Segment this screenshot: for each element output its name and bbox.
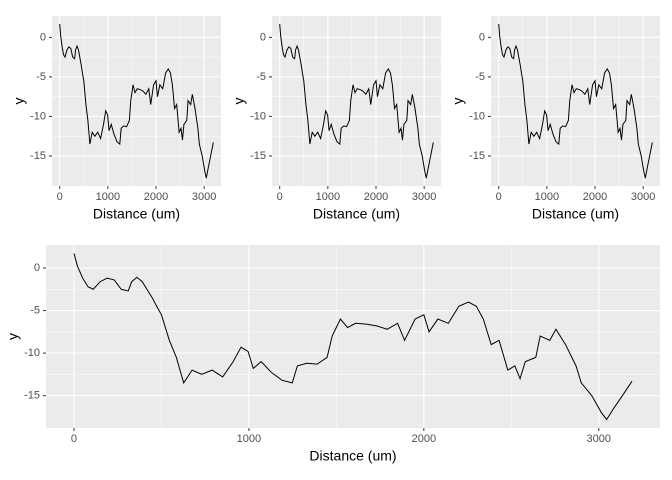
panel: 0 1000 2000 3000 0 -5 -10 -15 Distance (um) y — [5, 245, 660, 464]
x-tick-label: 1000 — [237, 433, 261, 445]
x-tick-label: 3000 — [412, 191, 436, 203]
x-tick-label: 2000 — [364, 191, 388, 203]
y-tick-label: -10 — [30, 110, 46, 122]
y-tick-label: -10 — [250, 110, 266, 122]
x-tick-label: 2000 — [583, 191, 607, 203]
x-axis-title: Distance (um) — [313, 206, 400, 222]
y-tick-label: 0 — [260, 31, 266, 43]
data-line — [73, 253, 633, 421]
data-line — [498, 23, 653, 179]
plot-background — [491, 16, 660, 186]
y-tick-label: -10 — [24, 347, 40, 359]
y-tick-label: -5 — [256, 71, 266, 83]
x-tick-label: 0 — [277, 191, 283, 203]
x-tick-label: 3000 — [631, 191, 655, 203]
y-axis-title: y — [231, 98, 247, 105]
y-tick-label: -15 — [469, 150, 485, 162]
x-tick-label: 0 — [71, 433, 77, 445]
data-line — [279, 23, 434, 179]
x-axis-title: Distance (um) — [93, 206, 180, 222]
y-tick-label: -5 — [30, 304, 40, 316]
x-tick-label: 0 — [496, 191, 502, 203]
x-tick-label: 3000 — [587, 433, 611, 445]
x-tick-label: 2000 — [412, 433, 436, 445]
data-line — [59, 23, 214, 179]
x-tick-label: 2000 — [144, 191, 168, 203]
plot-background — [272, 16, 441, 186]
y-tick-label: 0 — [479, 31, 485, 43]
y-axis-title: y — [11, 98, 27, 105]
x-tick-label: 1000 — [535, 191, 559, 203]
panel: 0 1000 2000 3000 0 -5 -10 -15 Distance (um) y — [11, 16, 221, 222]
panel: 0 1000 2000 3000 0 -5 -10 -15 Distance (um) y — [231, 16, 441, 222]
x-tick-label: 1000 — [316, 191, 340, 203]
y-tick-label: 0 — [40, 31, 46, 43]
y-tick-label: -15 — [24, 390, 40, 402]
plot-background — [52, 16, 221, 186]
y-tick-label: -15 — [30, 150, 46, 162]
y-axis-title: y — [450, 98, 466, 105]
y-tick-label: -5 — [36, 71, 46, 83]
y-tick-label: -15 — [250, 150, 266, 162]
x-axis-title: Distance (um) — [532, 206, 619, 222]
y-tick-label: 0 — [34, 262, 40, 274]
y-axis-title: y — [5, 333, 21, 340]
plot-background — [46, 245, 660, 428]
x-tick-label: 0 — [57, 191, 63, 203]
y-tick-label: -5 — [475, 71, 485, 83]
x-tick-label: 3000 — [192, 191, 216, 203]
y-tick-label: -10 — [469, 110, 485, 122]
x-axis-title: Distance (um) — [309, 448, 396, 464]
x-tick-label: 1000 — [96, 191, 120, 203]
panel: 0 1000 2000 3000 0 -5 -10 -15 Distance (um) y — [450, 16, 660, 222]
